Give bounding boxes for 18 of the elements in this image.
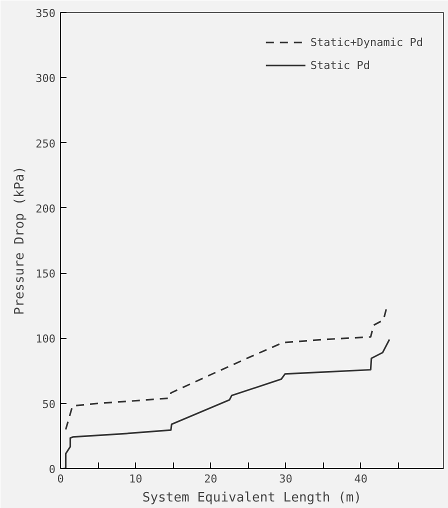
- x-tick-label: 20: [204, 472, 218, 486]
- y-tick-label: 50: [42, 398, 56, 411]
- y-tick-label: 250: [36, 137, 56, 150]
- y-tick-label: 100: [36, 332, 56, 346]
- line-series: [62, 338, 390, 468]
- x-tick-label: 40: [354, 472, 368, 486]
- y-tick-label: 0: [48, 463, 56, 476]
- legend-label: Static Pd: [310, 58, 370, 72]
- y-axis-title: Pressure Drop (kPa): [12, 166, 28, 315]
- x-tick-label: 0: [57, 472, 64, 486]
- y-tick-label: 200: [36, 202, 56, 216]
- x-tick-label: 10: [128, 472, 142, 486]
- y-tick-label: 150: [36, 268, 56, 281]
- x-axis-title: System Equivalent Length (m): [142, 490, 362, 506]
- legend-label: Static+Dynamic Pd: [310, 36, 423, 48]
- x-tick-label: 30: [279, 472, 292, 486]
- y-tick-label: 300: [36, 72, 56, 86]
- y-tick-label: 350: [36, 7, 56, 20]
